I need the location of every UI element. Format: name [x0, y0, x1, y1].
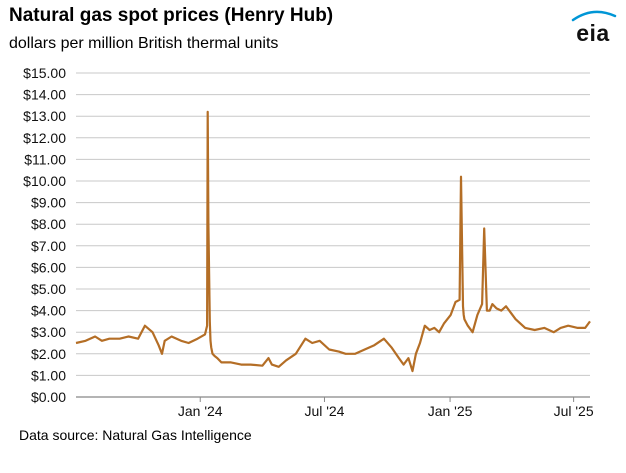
y-tick-label: $0.00	[31, 389, 66, 405]
y-tick-label: $12.00	[23, 130, 66, 146]
y-tick-label: $5.00	[31, 281, 66, 297]
y-tick-label: $13.00	[23, 108, 66, 124]
data-source-note: Data source: Natural Gas Intelligence	[19, 427, 252, 443]
y-tick-label: $7.00	[31, 238, 66, 254]
y-tick-label: $2.00	[31, 346, 66, 362]
y-tick-label: $15.00	[23, 65, 66, 81]
logo-text: eia	[576, 20, 610, 46]
eia-logo-icon: eia	[563, 4, 623, 46]
eia-logo-arc-icon	[571, 10, 617, 22]
y-tick-label: $11.00	[24, 151, 66, 167]
x-tick-label: Jan '24	[178, 403, 223, 419]
y-axis: $0.00 $1.00 $2.00 $3.00 $4.00 $5.00 $6.00 $7.00…	[23, 65, 66, 405]
y-tick-label: $1.00	[31, 367, 66, 383]
y-tick-label: $3.00	[31, 324, 66, 340]
x-axis: Jan '24 Jul '24 Jan '25 Jul '25	[178, 397, 594, 419]
gridlines	[76, 72, 590, 398]
y-tick-label: $6.00	[31, 259, 66, 275]
y-tick-label: $8.00	[31, 216, 66, 232]
series-line	[75, 110, 591, 373]
y-tick-label: $4.00	[31, 303, 66, 319]
y-tick-label: $9.00	[31, 195, 66, 211]
x-tick-label: Jul '25	[554, 403, 594, 419]
chart-subtitle: dollars per million British thermal unit…	[9, 35, 279, 52]
logo-arc	[571, 10, 617, 22]
y-tick-label: $10.00	[23, 173, 66, 189]
x-tick-label: Jan '25	[428, 403, 473, 419]
x-tick-label: Jul '24	[304, 403, 344, 419]
chart-title: Natural gas spot prices (Henry Hub)	[9, 5, 334, 26]
y-tick-label: $14.00	[23, 87, 66, 103]
